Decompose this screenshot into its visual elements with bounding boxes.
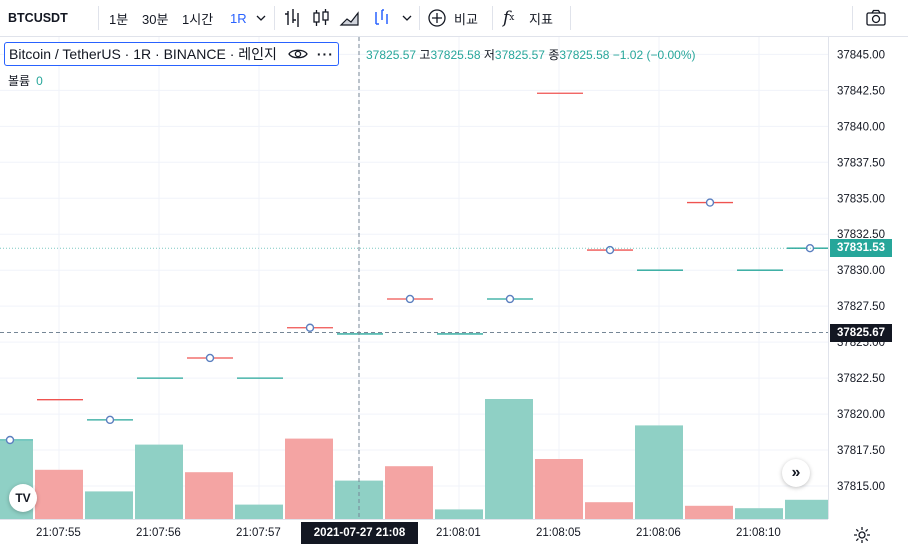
price-tick: 37817.50 [837,445,885,457]
indicators-button[interactable]: 지표 [529,11,553,27]
volume-bar [635,425,683,519]
series-legend[interactable]: Bitcoin / TetherUS · 1R · BINANCE · 레인지 … [4,42,339,66]
time-label: 21:08:05 [536,527,581,539]
volume-label: 볼륨 [8,74,31,88]
low-value: 37825.57 [494,48,545,62]
symbol-search[interactable]: BTCUSDT [8,11,68,25]
volume-bar [285,438,333,519]
volume-bar [185,472,233,519]
volume-bar [535,459,583,519]
close-label: 종 [548,48,560,62]
price-marker [605,245,615,255]
volume-bar [585,502,633,519]
volume-bar [685,505,733,519]
price-marker [105,415,115,425]
toolbar-divider [274,6,275,30]
price-tick: 37837.50 [837,157,885,169]
scroll-to-realtime-button[interactable]: » [782,459,810,487]
eye-icon[interactable] [287,46,309,62]
price-tick: 37822.50 [837,373,885,385]
price-tick: 37815.00 [837,481,885,493]
open-value: 37825.57 [366,48,417,62]
volume-bar [785,499,828,519]
price-chart[interactable] [0,37,828,519]
series-title: Bitcoin / TetherUS · 1R · BINANCE · 레인지 [9,46,277,62]
interval-30m[interactable]: 30분 [142,11,169,27]
time-label: 21:07:57 [236,527,281,539]
time-axis[interactable] [0,519,828,556]
interval-1r[interactable]: 1R [230,10,247,26]
volume-bar [485,399,533,519]
interval-1h[interactable]: 1시간 [182,11,214,27]
crosshair-time-badge: 2021-07-27 21:08 [301,522,418,544]
time-label: 21:08:06 [636,527,681,539]
time-label: 21:07:55 [36,527,81,539]
ohlc-values: 37825.57 고37825.58 저37825.57 종37825.58 −… [366,46,696,63]
time-label: 21:08:10 [736,527,781,539]
price-marker [705,198,715,207]
volume-bar [85,491,133,519]
toolbar-divider [570,6,571,30]
price-marker [505,294,515,304]
volume-bar [235,504,283,519]
price-tick: 37835.00 [837,193,885,205]
chevron-down-icon[interactable] [400,8,414,28]
volume-bar [35,469,83,519]
volume-bar [135,444,183,519]
close-value: 37825.58 [559,48,610,62]
volume-bar [435,509,483,519]
change-value: −1.02 (−0.00%) [612,48,696,62]
volume-legend: 볼륨 0 [8,72,43,89]
crosshair-price-badge: 37825.67 [830,323,892,342]
toolbar-divider [98,6,99,30]
toolbar-divider [852,6,853,30]
last-price-badge: 37831.53 [830,239,892,258]
price-tick: 37832.50 [837,229,885,241]
volume-bar [385,466,433,519]
toolbar-divider [419,6,420,30]
bar-chart-icon[interactable] [282,8,304,28]
volume-value: 0 [36,74,43,88]
price-marker [205,353,215,363]
high-value: 37825.58 [430,48,481,62]
compare-button[interactable]: 비교 [454,11,478,27]
price-marker [5,435,15,445]
price-marker [405,294,415,304]
price-axis[interactable]: 37845.00 37842.50 37840.00 37837.50 37835.00… [828,37,908,519]
chart-pane[interactable] [0,37,828,519]
price-tick: 37827.50 [837,301,885,313]
price-marker [305,323,315,332]
settings-gear-icon[interactable] [852,525,872,545]
area-chart-icon[interactable] [339,8,361,28]
plus-circle-icon[interactable] [427,8,449,28]
interval-1m[interactable]: 1분 [109,11,129,27]
price-tick: 37820.00 [837,409,885,421]
price-tick: 37845.00 [837,49,885,61]
price-tick: 37830.00 [837,265,885,277]
price-tick: 37840.00 [837,121,885,133]
price-axis-labels: 37845.00 37842.50 37840.00 37837.50 37835.00… [837,49,885,493]
camera-icon[interactable] [865,8,887,28]
time-label: 21:08:01 [436,527,481,539]
range-bars-icon[interactable] [372,8,392,28]
more-icon[interactable]: ··· [316,46,334,62]
candles-icon[interactable] [310,8,332,28]
time-label: 21:07:56 [136,527,181,539]
chevron-down-icon[interactable] [254,8,268,28]
low-label: 저 [483,48,495,62]
volume-bar [735,508,783,519]
high-label: 고 [419,48,431,62]
price-tick: 37842.50 [837,85,885,97]
tradingview-logo[interactable]: TV [9,484,37,512]
toolbar-divider [492,6,493,30]
